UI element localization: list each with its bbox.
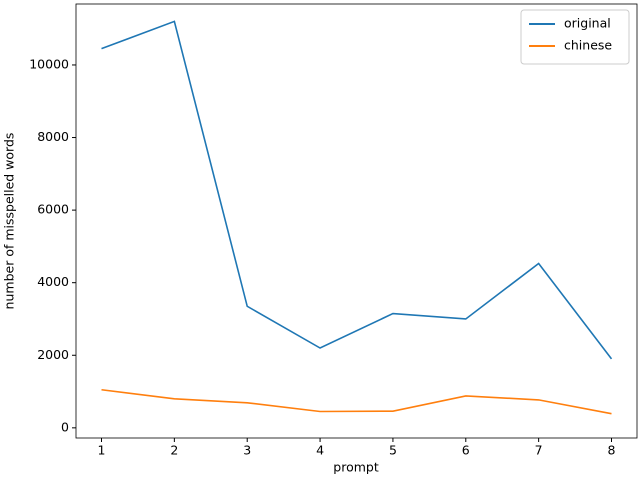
y-tick-label: 4000 [37, 274, 69, 289]
x-tick-label: 8 [608, 443, 616, 458]
line-series [101, 20, 613, 360]
x-tick-label: 5 [389, 443, 397, 458]
x-tick-label: 1 [98, 443, 106, 458]
x-axis-label: prompt [333, 460, 379, 475]
x-tick-label: 4 [316, 443, 324, 458]
x-tick-label: 2 [170, 443, 178, 458]
y-tick-label: 6000 [37, 202, 69, 217]
x-tick-label: 6 [462, 443, 470, 458]
legend-label: original [564, 16, 611, 31]
y-tick-label: 8000 [37, 129, 69, 144]
legend-label: chinese [564, 38, 612, 53]
y-tick-label: 0 [61, 419, 69, 434]
y-tick-label: 10000 [29, 56, 69, 71]
line-series [101, 388, 612, 415]
plot-frame [75, 3, 638, 439]
x-tick-label: 3 [243, 443, 251, 458]
x-tick-label: 7 [535, 443, 543, 458]
y-tick-label: 2000 [37, 347, 69, 362]
y-axis-label: number of misspelled words [2, 133, 17, 310]
